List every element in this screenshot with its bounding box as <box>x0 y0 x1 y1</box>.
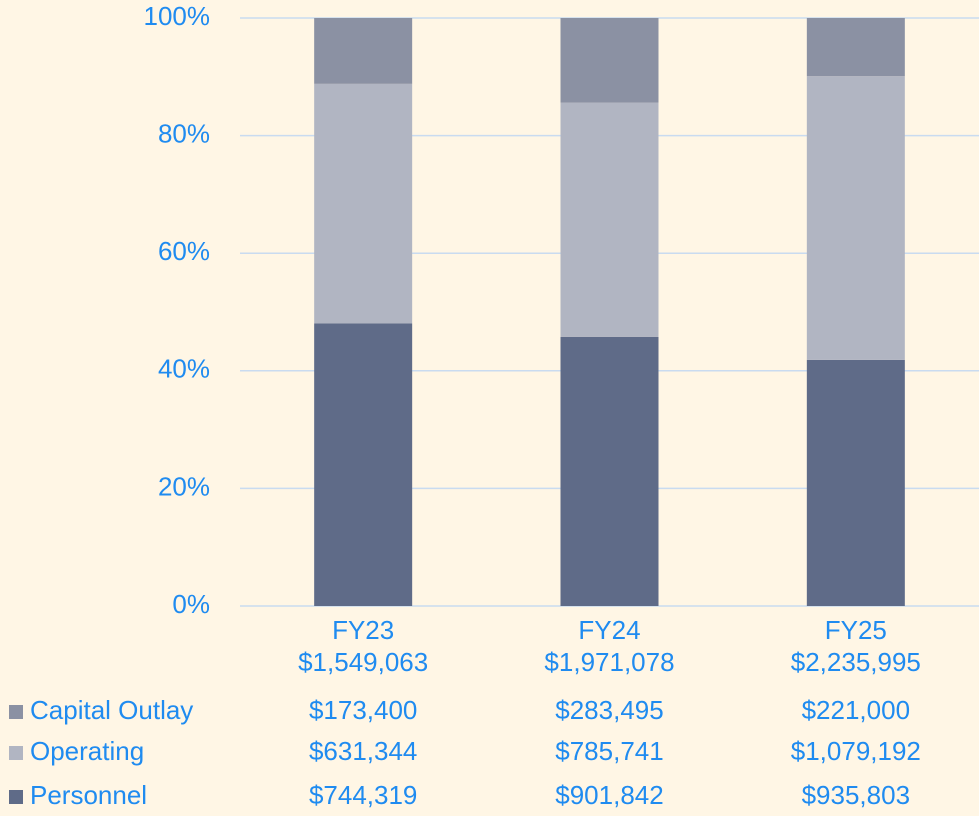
legend-label: Capital Outlay <box>30 695 193 725</box>
table-value: $901,842 <box>555 780 663 810</box>
table-value: $283,495 <box>555 695 663 725</box>
legend-swatch <box>9 746 23 760</box>
legend-swatch <box>9 705 23 719</box>
bar-segment <box>314 18 413 84</box>
total-label: $2,235,995 <box>791 647 921 677</box>
legend-swatch <box>9 790 23 804</box>
y-tick-label: 40% <box>158 354 210 384</box>
table-value: $173,400 <box>309 695 417 725</box>
legend-label: Personnel <box>30 780 147 810</box>
table-value: $1,079,192 <box>791 736 921 766</box>
table-value: $631,344 <box>309 736 417 766</box>
x-tick-label: FY24 <box>578 615 640 645</box>
bar-segment <box>314 323 413 606</box>
x-tick-label: FY25 <box>825 615 887 645</box>
total-label: $1,971,078 <box>544 647 674 677</box>
total-label: $1,549,063 <box>298 647 428 677</box>
bar-segment <box>560 18 659 103</box>
y-tick-label: 80% <box>158 118 210 148</box>
table-value: $785,741 <box>555 736 663 766</box>
bar-segment <box>806 76 905 360</box>
bar-segment <box>560 102 659 337</box>
bar-segment <box>314 83 413 324</box>
y-tick-label: 20% <box>158 471 210 501</box>
y-tick-label: 0% <box>172 589 210 619</box>
x-tick-label: FY23 <box>332 615 394 645</box>
bar-segment <box>560 336 659 606</box>
y-tick-label: 60% <box>158 236 210 266</box>
bar-segment <box>806 18 905 77</box>
table-value: $935,803 <box>802 780 910 810</box>
bar-segment <box>806 359 905 606</box>
table-value: $221,000 <box>802 695 910 725</box>
y-tick-label: 100% <box>144 1 211 31</box>
table-value: $744,319 <box>309 780 417 810</box>
legend-label: Operating <box>30 736 144 766</box>
